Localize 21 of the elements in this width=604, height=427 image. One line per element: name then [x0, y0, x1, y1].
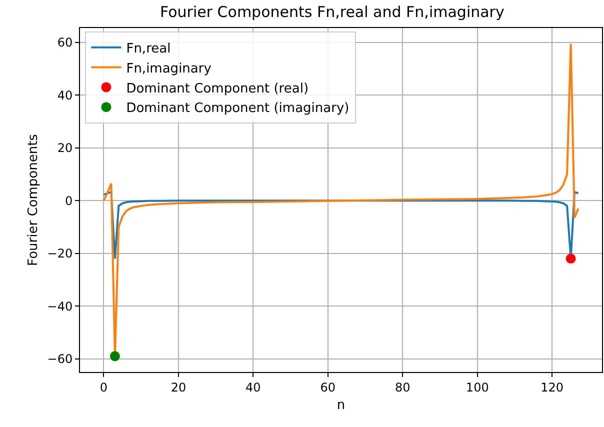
x-tick-label: 120	[540, 380, 564, 394]
x-tick-label: 80	[395, 380, 410, 394]
x-tick-label: 20	[170, 380, 186, 394]
x-axis-title: n	[336, 398, 346, 413]
y-axis-title: Fourier Components	[26, 134, 42, 266]
x-tick-label: 100	[466, 380, 489, 394]
legend-label: Fn,real	[126, 41, 171, 56]
legend-label: Dominant Component (imaginary)	[126, 101, 350, 116]
y-tick-label: 60	[57, 36, 73, 50]
y-tick-label: −40	[47, 299, 73, 314]
x-tick-label: 60	[320, 380, 336, 394]
chart-title: Fourier Components Fn,real and Fn,imaginary	[160, 2, 504, 21]
y-tick-label: 0	[64, 194, 73, 208]
y-tick-label: −60	[47, 352, 73, 366]
y-tick-label: −20	[47, 246, 73, 261]
legend-label: Dominant Component (real)	[126, 81, 309, 96]
legend-label: Fn,imaginary	[126, 61, 212, 76]
x-tick-label: 40	[246, 380, 261, 394]
y-tick-label: 40	[57, 88, 73, 102]
y-tick-label: 20	[57, 141, 73, 156]
x-tick-label: 0	[100, 380, 108, 394]
